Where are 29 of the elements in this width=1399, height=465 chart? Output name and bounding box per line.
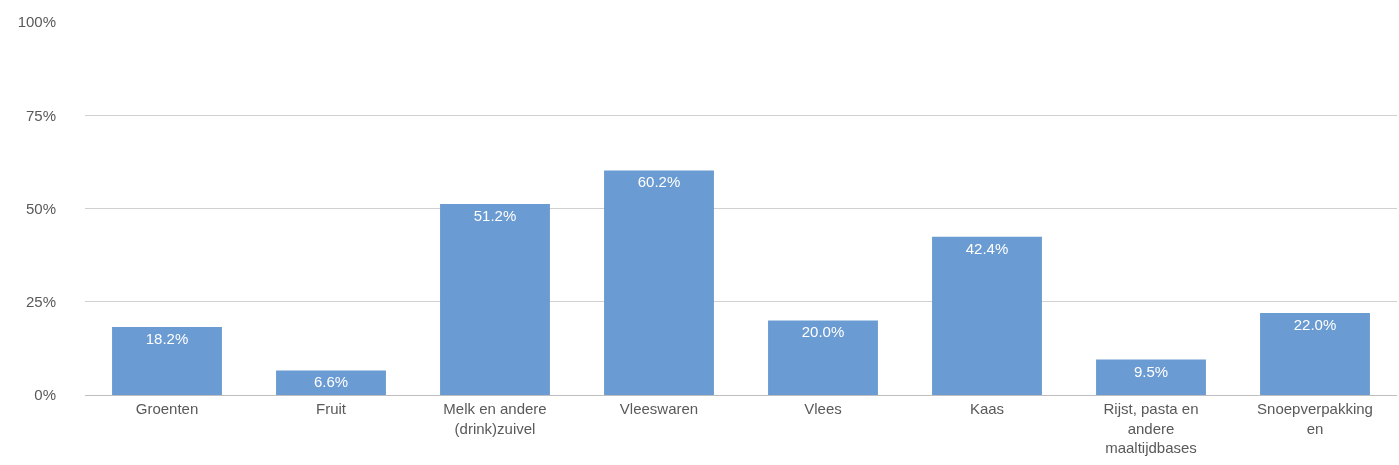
data-label: 20.0%	[801, 323, 845, 341]
bar	[932, 236, 1042, 395]
x-tick-label: Fruit	[316, 400, 347, 418]
data-label: 18.2%	[145, 330, 189, 348]
y-tick-label: 75%	[25, 106, 56, 124]
x-tick-label: Groenten	[135, 400, 199, 418]
x-tick-label: Kaas	[969, 400, 1005, 418]
bar	[604, 170, 714, 395]
data-label: 51.2%	[473, 207, 517, 225]
x-tick-label: Rijst, pasta en andere maaltijdbases	[1103, 400, 1199, 457]
y-tick-label: 50%	[25, 199, 56, 217]
bar	[1096, 359, 1206, 395]
y-tick-label: 25%	[25, 293, 56, 310]
x-tick-label: Vlees	[804, 400, 842, 418]
data-label: 60.2%	[637, 173, 681, 191]
bar	[112, 327, 222, 395]
data-label: 6.6%	[313, 373, 349, 391]
bar	[440, 204, 550, 395]
bar	[1260, 312, 1370, 395]
y-tick-label: 0%	[34, 386, 56, 404]
y-tick-label: 100%	[17, 13, 56, 31]
bar	[768, 320, 878, 395]
x-tick-label: Melk en andere (drink)zuivel	[443, 400, 547, 437]
x-tick-label: Snoepverpakkingen	[1257, 400, 1373, 437]
x-tick-label: Vleeswaren	[619, 400, 699, 418]
bar	[276, 370, 386, 395]
data-label: 22.0%	[1293, 315, 1337, 333]
data-label: 42.4%	[965, 239, 1009, 257]
data-label: 9.5%	[1133, 362, 1169, 380]
